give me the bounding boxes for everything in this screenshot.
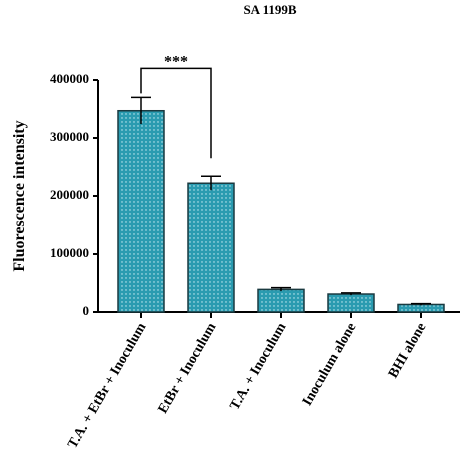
x-tick-label: BHI alone [386, 321, 430, 381]
bar-texture [259, 290, 303, 311]
y-tick-label: 0 [83, 303, 90, 318]
x-tick-label: T.A. + EtBr + Inoculum [65, 320, 149, 451]
x-tick-label: EtBr + Inoculum [156, 320, 220, 416]
y-tick-label: 200000 [50, 187, 89, 202]
y-axis-label: Fluorescence intensity [11, 120, 28, 271]
bar-texture [329, 295, 373, 311]
y-tick-label: 300000 [50, 129, 89, 144]
y-tick-label: 400000 [50, 71, 89, 86]
x-tick-label: T.A. + Inoculum [227, 320, 289, 413]
significance-label: *** [164, 53, 188, 70]
x-tick-label: Inoculum alone [300, 321, 359, 409]
chart-title: SA 1199B [243, 2, 296, 17]
y-tick-label: 100000 [50, 245, 89, 260]
significance-bracket [140, 67, 212, 159]
bar-texture [119, 111, 163, 312]
bar-texture [189, 184, 233, 311]
bar-texture [399, 305, 443, 311]
